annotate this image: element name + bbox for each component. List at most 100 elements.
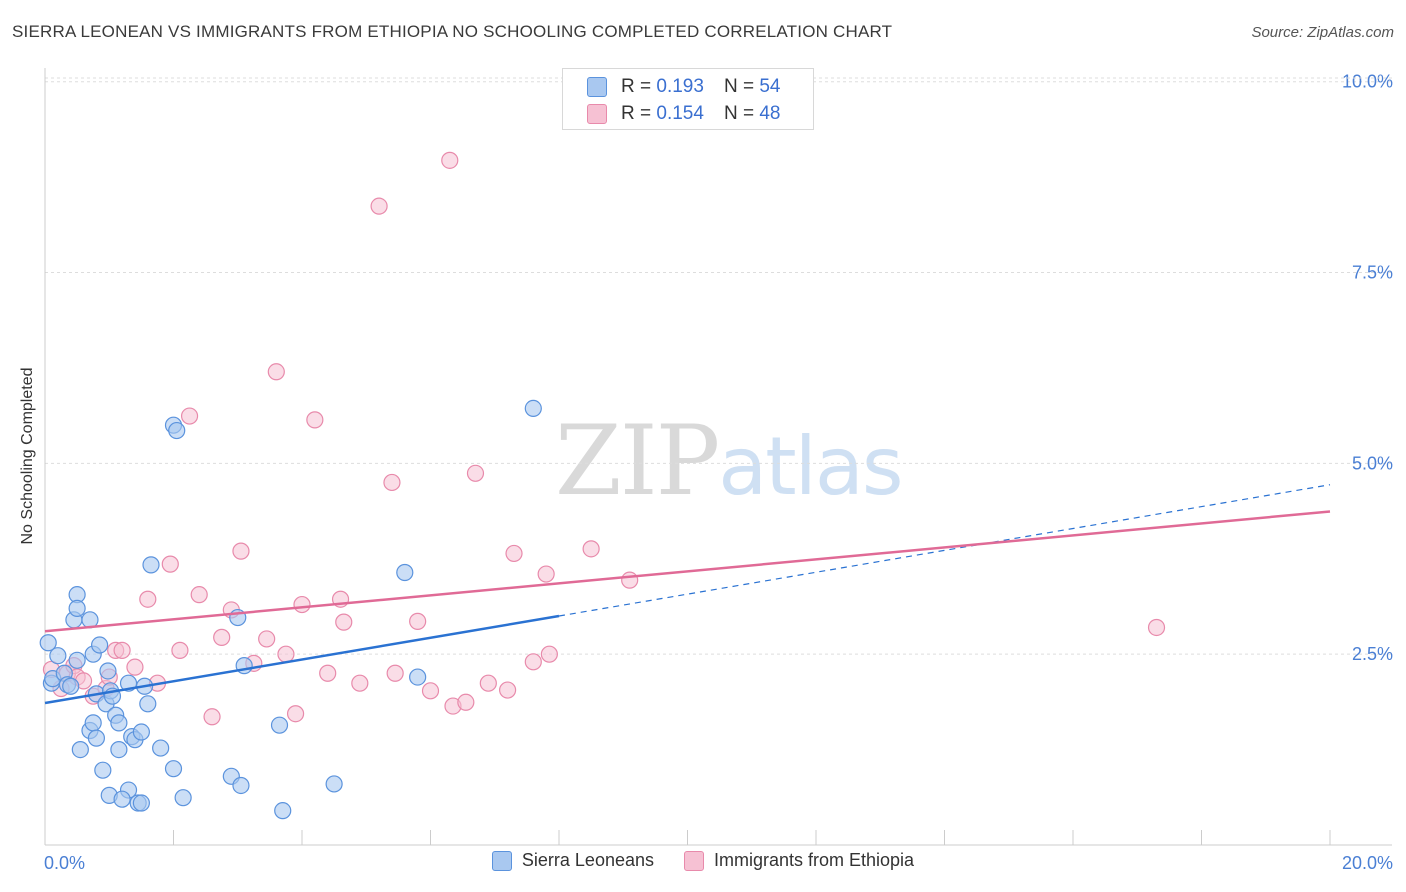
series-legend: Sierra Leoneans Immigrants from Ethiopia bbox=[0, 850, 1406, 871]
data-point-ethiopia bbox=[383, 473, 401, 492]
trendline-sierra-leoneans bbox=[44, 614, 560, 705]
data-point-sierra-leonean bbox=[152, 739, 170, 757]
data-point-ethiopia bbox=[479, 674, 497, 692]
data-point-ethiopia bbox=[441, 151, 459, 169]
data-point-sierra-leonean bbox=[68, 599, 86, 617]
data-point-sierra-leonean bbox=[139, 695, 157, 713]
data-point-ethiopia bbox=[370, 197, 388, 215]
data-point-sierra-leonean bbox=[110, 714, 128, 732]
series-swatch-blue bbox=[491, 850, 512, 871]
data-point-ethiopia bbox=[267, 363, 285, 381]
data-point-sierra-leonean bbox=[174, 789, 192, 807]
data-point-ethiopia bbox=[161, 555, 179, 573]
data-point-sierra-leonean bbox=[91, 636, 109, 654]
series-legend-label: Immigrants from Ethiopia bbox=[714, 850, 915, 870]
data-point-sierra-leonean bbox=[270, 716, 289, 734]
series-legend-label: Sierra Leoneans bbox=[521, 850, 654, 870]
data-point-ethiopia bbox=[457, 693, 475, 711]
data-point-sierra-leonean bbox=[524, 399, 542, 418]
watermark-atlas: atlas bbox=[718, 420, 903, 513]
data-point-ethiopia bbox=[180, 407, 199, 425]
y-tick-label: 2.5% bbox=[1352, 644, 1393, 664]
data-point-sierra-leonean bbox=[84, 714, 102, 732]
data-point-sierra-leonean bbox=[62, 677, 80, 695]
x-tick-label-max: 20.0% bbox=[1342, 853, 1393, 873]
data-point-sierra-leonean bbox=[110, 740, 128, 759]
chart-title: SIERRA LEONEAN VS IMMIGRANTS FROM ETHIOP… bbox=[12, 22, 893, 41]
y-tick-label: 5.0% bbox=[1352, 453, 1393, 473]
watermark-zip: ZIP bbox=[555, 405, 720, 517]
data-point-ethiopia bbox=[351, 674, 369, 692]
data-point-ethiopia bbox=[582, 540, 600, 558]
data-point-ethiopia bbox=[286, 705, 305, 723]
data-point-ethiopia bbox=[505, 544, 523, 563]
y-tick-label: 7.5% bbox=[1352, 263, 1393, 283]
legend-n-value: 54 bbox=[759, 76, 781, 97]
correlation-legend: R = 0.193 N = 54 R = 0.154 N = 48 bbox=[562, 68, 814, 130]
data-point-ethiopia bbox=[1147, 618, 1166, 637]
data-point-sierra-leonean bbox=[132, 723, 150, 741]
source-label: Source: ZipAtlas.com bbox=[1251, 24, 1394, 41]
legend-row-ethiopia: R = 0.154 N = 48 bbox=[587, 102, 780, 126]
data-point-sierra-leonean bbox=[132, 794, 150, 812]
data-point-ethiopia bbox=[466, 464, 485, 482]
x-tick-label-min: 0.0% bbox=[44, 853, 85, 873]
data-point-ethiopia bbox=[540, 645, 558, 663]
data-point-ethiopia bbox=[537, 565, 555, 583]
data-point-sierra-leonean bbox=[274, 802, 292, 820]
data-point-sierra-leonean bbox=[71, 740, 89, 759]
series-legend-item-ethiopia: Immigrants from Ethiopia bbox=[684, 850, 914, 871]
data-point-ethiopia bbox=[499, 681, 517, 699]
data-point-sierra-leonean bbox=[49, 647, 67, 665]
data-point-ethiopia bbox=[190, 586, 208, 604]
data-point-sierra-leonean bbox=[168, 421, 186, 440]
legend-swatch-pink bbox=[587, 104, 607, 124]
legend-r-value: 0.154 bbox=[656, 103, 704, 124]
data-point-sierra-leonean bbox=[396, 563, 414, 582]
legend-swatch-blue bbox=[587, 77, 607, 97]
data-point-ethiopia bbox=[621, 571, 639, 589]
data-point-sierra-leonean bbox=[164, 760, 183, 778]
data-point-ethiopia bbox=[213, 628, 231, 646]
legend-n-value: 48 bbox=[759, 103, 781, 124]
trendline-sierra-leoneans-extension bbox=[558, 484, 1331, 617]
data-point-sierra-leonean bbox=[87, 729, 106, 747]
data-point-ethiopia bbox=[293, 595, 311, 614]
series-legend-item-sierra-leoneans: Sierra Leoneans bbox=[491, 850, 654, 871]
legend-n-label: N = bbox=[723, 76, 755, 97]
data-point-ethiopia bbox=[524, 653, 542, 671]
data-point-sierra-leonean bbox=[94, 761, 112, 779]
data-point-ethiopia bbox=[203, 708, 221, 726]
legend-n-label: N = bbox=[723, 103, 755, 124]
data-point-sierra-leonean bbox=[99, 662, 117, 680]
data-point-ethiopia bbox=[335, 613, 353, 631]
y-tick-label: 10.0% bbox=[1342, 72, 1393, 92]
watermark: ZIPatlas bbox=[555, 405, 904, 517]
data-point-sierra-leonean bbox=[113, 790, 131, 808]
series-swatch-pink bbox=[684, 850, 704, 871]
data-point-sierra-leonean bbox=[142, 556, 160, 574]
trendline-ethiopia bbox=[44, 510, 1331, 633]
legend-r-label: R = bbox=[621, 76, 652, 97]
data-point-ethiopia bbox=[306, 411, 324, 429]
data-point-sierra-leonean bbox=[232, 776, 250, 795]
legend-r-label: R = bbox=[621, 103, 652, 124]
data-point-ethiopia bbox=[277, 645, 295, 663]
data-point-sierra-leonean bbox=[39, 634, 57, 652]
legend-r-value: 0.193 bbox=[656, 76, 704, 97]
data-point-ethiopia bbox=[139, 590, 157, 608]
data-point-ethiopia bbox=[232, 542, 250, 560]
data-point-ethiopia bbox=[409, 612, 427, 630]
data-point-sierra-leonean bbox=[68, 651, 86, 669]
data-point-ethiopia bbox=[319, 664, 337, 682]
data-point-ethiopia bbox=[258, 630, 276, 648]
data-point-ethiopia bbox=[421, 682, 440, 700]
data-point-ethiopia bbox=[126, 658, 144, 676]
data-point-ethiopia bbox=[171, 641, 189, 659]
legend-row-sierra-leoneans: R = 0.193 N = 54 bbox=[587, 75, 780, 99]
data-point-ethiopia bbox=[386, 664, 404, 682]
data-point-sierra-leonean bbox=[325, 775, 343, 793]
data-point-ethiopia bbox=[113, 641, 131, 659]
data-point-sierra-leonean bbox=[409, 668, 427, 686]
